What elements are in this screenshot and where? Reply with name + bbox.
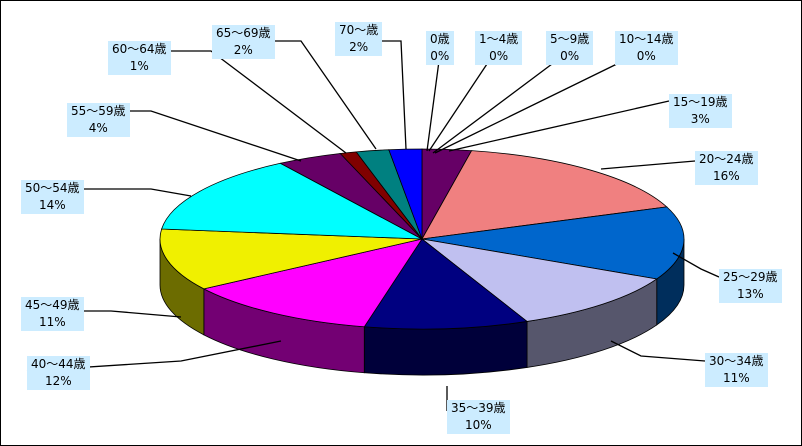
label-age-0: 0歳 0% — [426, 31, 454, 65]
leader-line-5-9 — [432, 60, 557, 154]
slice-35-39 — [363, 238, 529, 330]
label-age-45-49: 45～49歳 11% — [21, 297, 84, 331]
label-age-35-39: 35～39歳 10% — [447, 400, 510, 434]
label-age-10-14: 10～14歳 0% — [615, 31, 678, 65]
leader-line-20-24 — [600, 160, 696, 170]
leader-line-15-19 — [448, 100, 670, 152]
slice-40-44 — [202, 238, 423, 328]
slice-50-54 — [161, 162, 423, 240]
label-age-15-19: 15～19歳 3% — [669, 94, 732, 128]
label-age-55-59: 55～59歳 4% — [67, 103, 130, 137]
label-age-20-24: 20～24歳 16% — [695, 151, 758, 185]
leader-line-10-14 — [434, 60, 624, 154]
label-age-1-4: 1～4歳 0% — [475, 31, 523, 65]
leader-line-0 — [426, 60, 440, 152]
leader-line-70 — [335, 40, 407, 150]
label-age-60-64: 60～64歳 1% — [108, 41, 171, 75]
label-age-70-plus: 70～歳 2% — [335, 22, 383, 56]
leader-line-25-29 — [672, 252, 720, 278]
slice-side-35-39 — [363, 320, 528, 376]
slice-70 — [388, 148, 423, 240]
slice-30-34 — [421, 238, 658, 322]
label-age-65-69: 65～69歳 2% — [212, 25, 275, 59]
label-age-30-34: 30～34歳 11% — [705, 353, 768, 387]
label-age-5-9: 5～9歳 0% — [546, 31, 594, 65]
leader-line-1-4 — [428, 60, 490, 152]
slice-25-29 — [421, 206, 685, 280]
slice-20-24 — [421, 150, 668, 240]
label-age-40-44: 40～44歳 12% — [27, 356, 90, 390]
leader-line-30-34 — [610, 340, 706, 362]
label-age-25-29: 25～29歳 13% — [719, 269, 782, 303]
label-age-50-54: 50～54歳 14% — [21, 180, 84, 214]
slice-45-49 — [159, 228, 423, 290]
